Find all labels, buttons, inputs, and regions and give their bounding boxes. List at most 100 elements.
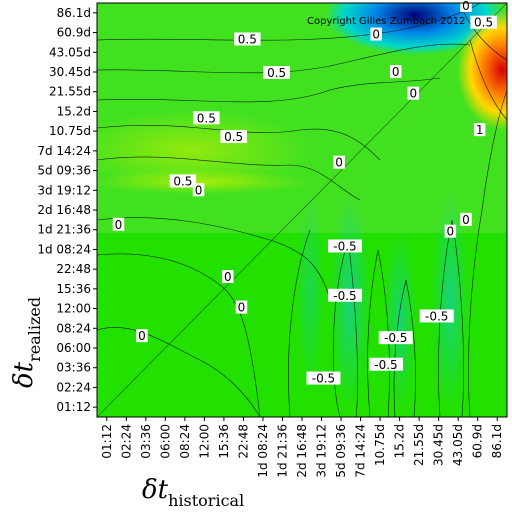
x-axis-title-subscript: historical xyxy=(168,491,244,510)
contour-line xyxy=(393,279,416,417)
contour-label: 0.5 xyxy=(234,32,261,46)
y-tick-label: 7d 14:24 xyxy=(37,144,91,158)
contour-label: 0.5 xyxy=(470,16,497,30)
contour-label: -0.5 xyxy=(419,309,454,323)
x-tick-label: 1d 21:36 xyxy=(275,424,289,478)
contour-label-text: 0 xyxy=(335,156,343,170)
contour-line xyxy=(97,156,361,201)
contour-label: -0.5 xyxy=(327,288,362,303)
contour-label-background xyxy=(327,288,362,302)
contour-line xyxy=(97,327,261,417)
y-tick-label: 60.9d xyxy=(57,26,91,40)
y-axis-title-subscript: realized xyxy=(25,297,44,362)
contour-label-text: 0.5 xyxy=(267,66,286,80)
contour-lines xyxy=(97,3,507,417)
contour-label-text: -0.5 xyxy=(333,239,356,253)
y-tick-label: 01:12 xyxy=(56,400,91,414)
contour-label: -0.5 xyxy=(368,357,403,372)
x-tick-label: 08:24 xyxy=(178,424,192,459)
contour-label-text: 0.5 xyxy=(197,111,216,125)
x-tick-label: 3d 19:12 xyxy=(315,424,329,478)
x-axis: 01:12 02:24 03:36 06:00 08:24 12:00 15:36 22:48… xyxy=(100,417,504,478)
contour-label-background xyxy=(136,329,148,343)
y-tick-label: 21.55d xyxy=(49,85,91,99)
contour-label-background xyxy=(192,183,205,197)
contour-label-text: 0.5 xyxy=(474,16,493,30)
x-tick-label: 15:36 xyxy=(217,424,231,459)
contour-line xyxy=(468,89,507,417)
contour-label: -0.5 xyxy=(306,371,341,386)
y-axis-title-group: δtrealized xyxy=(9,297,44,388)
contour-label-background xyxy=(370,27,382,41)
contour-label-background xyxy=(460,212,472,226)
x-tick-label: 5d 09:36 xyxy=(334,424,348,478)
contour-label: 0 xyxy=(222,270,234,284)
x-tick-label: 01:12 xyxy=(100,424,114,459)
contour-label: 0 xyxy=(460,212,472,227)
x-tick-label: 12:00 xyxy=(197,424,211,459)
x-tick-label: 2d 16:48 xyxy=(295,424,309,478)
contour-line xyxy=(97,253,261,417)
x-tick-label: 15.2d xyxy=(393,424,407,458)
y-tick-label: 2d 16:48 xyxy=(37,203,91,217)
contour-line xyxy=(97,3,481,41)
contour-label: 0.5 xyxy=(263,65,290,80)
contour-label-text: -0.5 xyxy=(374,358,397,372)
contour-label-text: 0 xyxy=(195,183,203,197)
contour-label-background xyxy=(419,309,454,323)
x-tick-label: 86.1d xyxy=(490,424,504,458)
contour-label-background xyxy=(193,111,220,125)
contour-label: 1 xyxy=(473,123,486,137)
y-tick-label: 22:48 xyxy=(56,262,91,276)
heatmap-yellow-band xyxy=(97,110,310,190)
contour-line xyxy=(438,219,464,417)
contour-label-text: 0 xyxy=(462,213,470,227)
y-tick-label: 03:36 xyxy=(56,361,91,375)
y-tick-label: 30.45d xyxy=(49,65,91,79)
contour-label: 0 xyxy=(136,329,148,343)
heatmap-yellow-band-2 xyxy=(97,170,310,194)
contour-label: -0.5 xyxy=(327,239,362,253)
plot-area xyxy=(97,3,507,417)
contour-label-text: 0 xyxy=(224,270,232,284)
contour-label: -0.5 xyxy=(378,331,413,345)
contour-label-text: 0 xyxy=(392,65,400,79)
x-tick-label: 02:24 xyxy=(119,424,133,459)
heatmap-red-blob xyxy=(457,10,507,130)
contour-label: 0 xyxy=(333,155,345,170)
contour-label-background xyxy=(222,270,234,284)
contour-label-text: -0.5 xyxy=(425,309,448,323)
contour-label-background xyxy=(368,357,403,371)
contour-line xyxy=(97,125,381,161)
contour-label-text: 0 xyxy=(138,329,146,343)
contour-label-background xyxy=(333,155,345,169)
contour-label-text: -0.5 xyxy=(312,372,335,386)
y-tick-label: 12:00 xyxy=(56,302,91,316)
contour-label: 0 xyxy=(407,86,420,101)
contour-line xyxy=(469,39,507,121)
x-tick-label: 03:36 xyxy=(139,424,153,459)
x-tick-label: 1d 08:24 xyxy=(256,424,270,478)
y-tick-label: 10.75d xyxy=(49,124,91,138)
contour-label-background xyxy=(473,123,486,137)
heatmap-blue-blob xyxy=(325,3,505,55)
contour-label-text: 0.5 xyxy=(224,130,243,144)
y-tick-label: 1d 08:24 xyxy=(37,242,91,256)
y-tick-label: 15.2d xyxy=(57,104,91,118)
contour-label: 0 xyxy=(444,224,457,239)
contour-label-background xyxy=(306,371,341,385)
contour-label-background xyxy=(235,300,248,314)
x-tick-label: 10.75d xyxy=(373,424,387,466)
diagonal-line xyxy=(97,3,507,417)
contour-label-background xyxy=(389,65,402,78)
contour-label-background xyxy=(263,65,290,79)
contour-label: 0 xyxy=(370,27,382,42)
contour-label: 0 xyxy=(460,0,472,13)
contour-label-text: 0 xyxy=(372,28,380,42)
y-tick-label: 06:00 xyxy=(56,341,91,355)
copyright-text: Copyright Gilles Zumbach 2012 xyxy=(307,16,466,27)
y-tick-label: 02:24 xyxy=(56,380,91,394)
contour-label-background xyxy=(444,224,457,238)
